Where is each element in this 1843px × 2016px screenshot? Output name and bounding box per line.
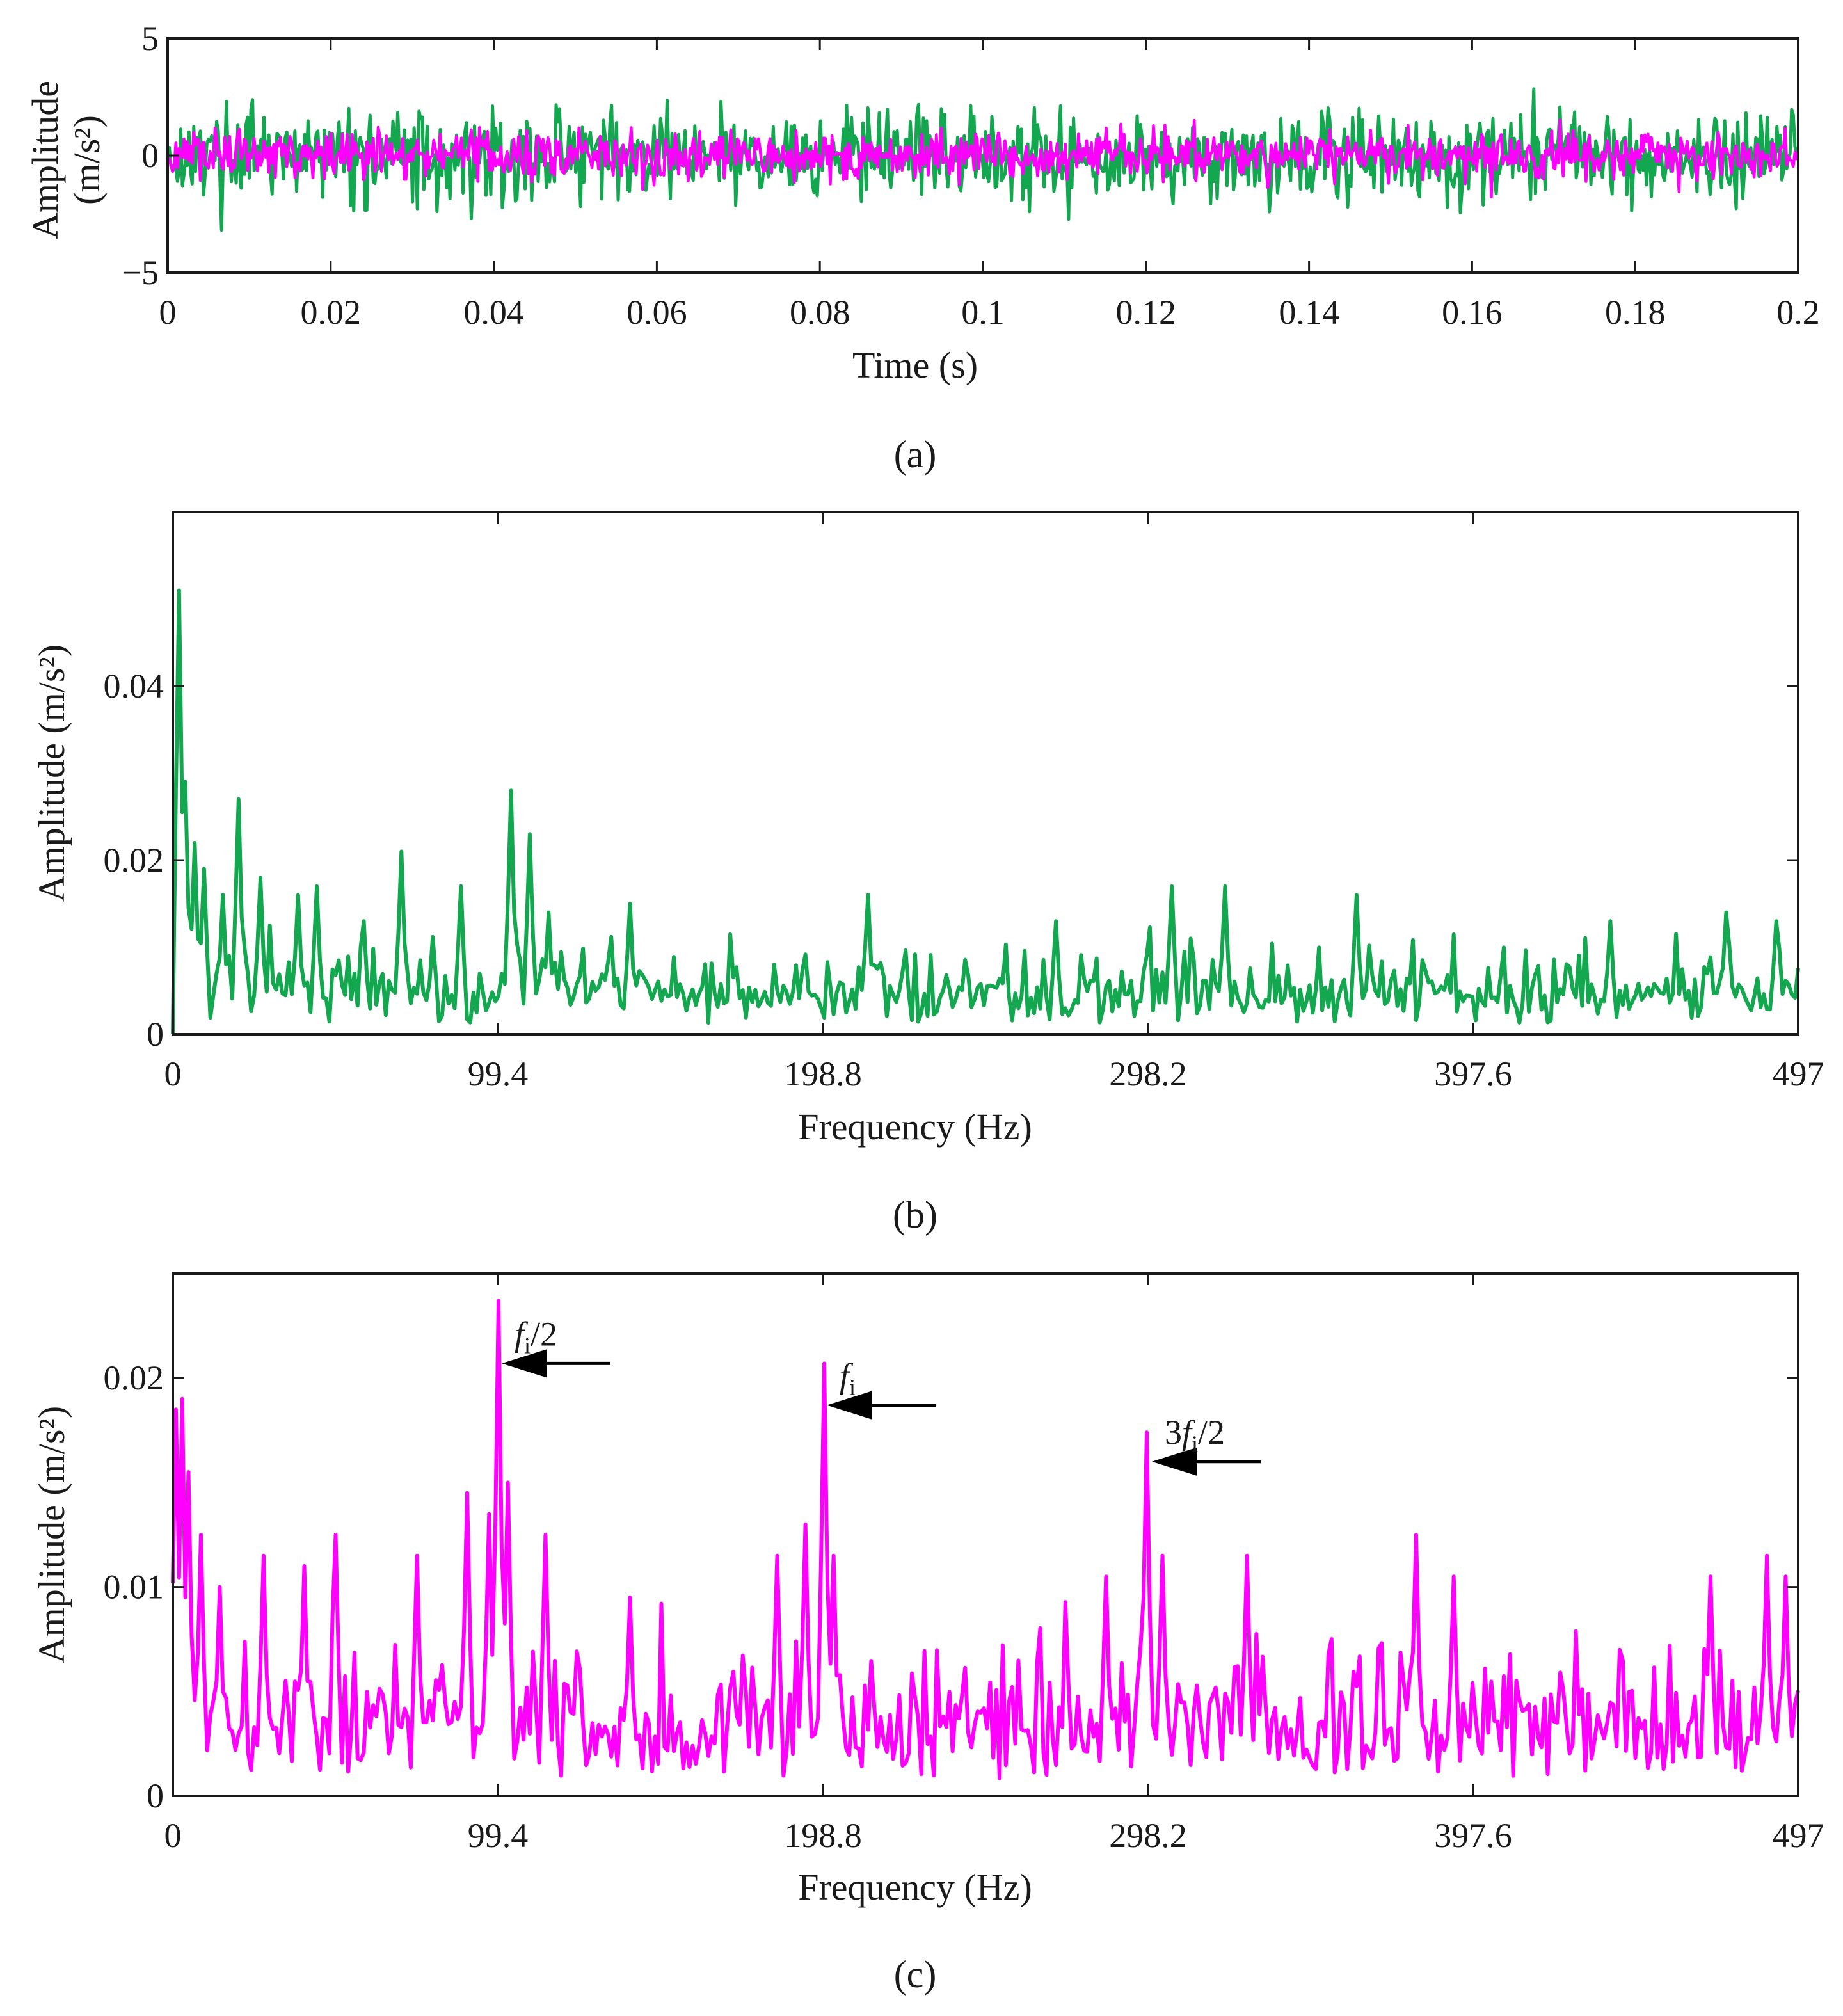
x-tick-label: 497: [1773, 1816, 1824, 1855]
y-tick-label: 0.04: [104, 667, 164, 705]
x-tick-label: 198.8: [784, 1816, 862, 1855]
annotation-label: fi: [840, 1357, 856, 1400]
x-tick-label: 497: [1773, 1055, 1824, 1093]
annotation-arrow-head: [827, 1391, 872, 1420]
x-tick-label: 397.6: [1434, 1055, 1512, 1093]
panel-a-ylabel-line2: (m/s²): [66, 115, 108, 205]
panel-a-time-signal: 0 0.02 0.04 0.06 0.08 0.1 0.12 0.14 0.16 0.18 0.2 …: [24, 19, 1820, 476]
x-tick-label: 0.2: [1776, 293, 1820, 332]
annotation-label: 3fi/2: [1165, 1413, 1225, 1457]
panel-c-spectrum: 0 99.4 198.8 298.2 397.6 497 00.010.02 fi/2fi…: [31, 1272, 1824, 1996]
panel-b-label: (b): [893, 1194, 937, 1236]
series-line-magenta: [166, 118, 1798, 199]
panel-c-axes-frame: [172, 1272, 1799, 1797]
annotation-arrow-head: [1152, 1447, 1197, 1476]
spectrum-line: [171, 588, 1800, 1035]
panel-c-annotations: fi/2 fi 3fi/2: [502, 1315, 1261, 1476]
spectrum-line: [171, 1299, 1800, 1780]
x-tick-label: 0: [164, 1816, 182, 1855]
panel-a-plot-area: [166, 87, 1800, 232]
panel-b-xlabel: Frequency (Hz): [798, 1106, 1032, 1148]
x-tick-label: 0.1: [961, 293, 1005, 332]
panel-c-y-ticks: 0 0.01 0.02: [104, 1359, 1798, 1815]
y-tick-label: 0: [141, 136, 159, 175]
annotation-prefix: 3: [1165, 1413, 1182, 1452]
panel-c-ylabel: Amplitude (m/s²): [31, 1406, 72, 1663]
panel-a-ylabel-line1: Amplitude: [24, 81, 66, 239]
panel-b-x-ticks: 0 99.4 198.8 298.2 397.6 497: [164, 512, 1824, 1093]
annotation-subscript: i: [524, 1332, 531, 1358]
x-tick-label: 397.6: [1434, 1816, 1512, 1855]
x-tick-label: 0: [159, 293, 177, 332]
panel-a-xlabel: Time (s): [852, 344, 978, 386]
panel-c-x-ticks: 0 99.4 198.8 298.2 397.6 497: [164, 1274, 1824, 1855]
panel-b-y-ticks: 0 0.02 0.04: [104, 667, 1798, 1053]
y-tick-label: 0.01: [104, 1568, 164, 1606]
annotation-label: fi/2: [515, 1315, 557, 1358]
annotation-subscript: i: [1192, 1431, 1198, 1457]
x-tick-label: 0.04: [463, 293, 524, 332]
y-tick-label: 5: [141, 19, 159, 58]
x-tick-label: 0.02: [301, 293, 362, 332]
x-tick-label: 298.2: [1109, 1816, 1187, 1855]
x-tick-label: 0: [164, 1055, 182, 1093]
panel-c-plot-area: [171, 1299, 1800, 1780]
x-tick-label: 298.2: [1109, 1055, 1187, 1093]
y-tick-label: 0: [147, 1777, 164, 1815]
x-tick-label: 0.14: [1279, 293, 1339, 332]
panel-b-axes-frame: [172, 511, 1799, 1036]
x-tick-label: 198.8: [784, 1055, 862, 1093]
annotation-suffix: /2: [531, 1315, 557, 1353]
x-tick-label: 99.4: [468, 1816, 529, 1855]
x-tick-label: 0.12: [1116, 293, 1177, 332]
panel-c-label: (c): [894, 1953, 937, 1996]
y-tick-label: 0.02: [104, 841, 164, 879]
y-tick-label: 0: [147, 1015, 164, 1053]
x-tick-label: 0.06: [626, 293, 687, 332]
panel-b-plot-area: [171, 588, 1800, 1035]
panel-b-spectrum: 0 99.4 198.8 298.2 397.6 497 0 0.02 0.04 Freque…: [31, 511, 1824, 1236]
annotation-arrow-head: [502, 1349, 547, 1378]
panel-a-x-ticks: 0 0.02 0.04 0.06 0.08 0.1 0.12 0.14 0.16 0.18 0.2: [159, 38, 1820, 332]
x-tick-label: 99.4: [468, 1055, 529, 1093]
annotation-suffix: /2: [1198, 1413, 1225, 1452]
y-tick-label: 0.02: [104, 1359, 164, 1397]
panel-b-ylabel: Amplitude (m/s²): [31, 644, 72, 902]
panel-a-y-ticks: −5 0 5: [122, 19, 179, 292]
x-tick-label: 0.08: [790, 293, 850, 332]
y-tick-label: −5: [122, 253, 159, 292]
panel-c-xlabel: Frequency (Hz): [798, 1866, 1032, 1908]
annotation-subscript: i: [849, 1375, 856, 1400]
x-tick-label: 0.16: [1442, 293, 1503, 332]
panel-a-label: (a): [894, 433, 937, 476]
x-tick-label: 0.18: [1605, 293, 1666, 332]
